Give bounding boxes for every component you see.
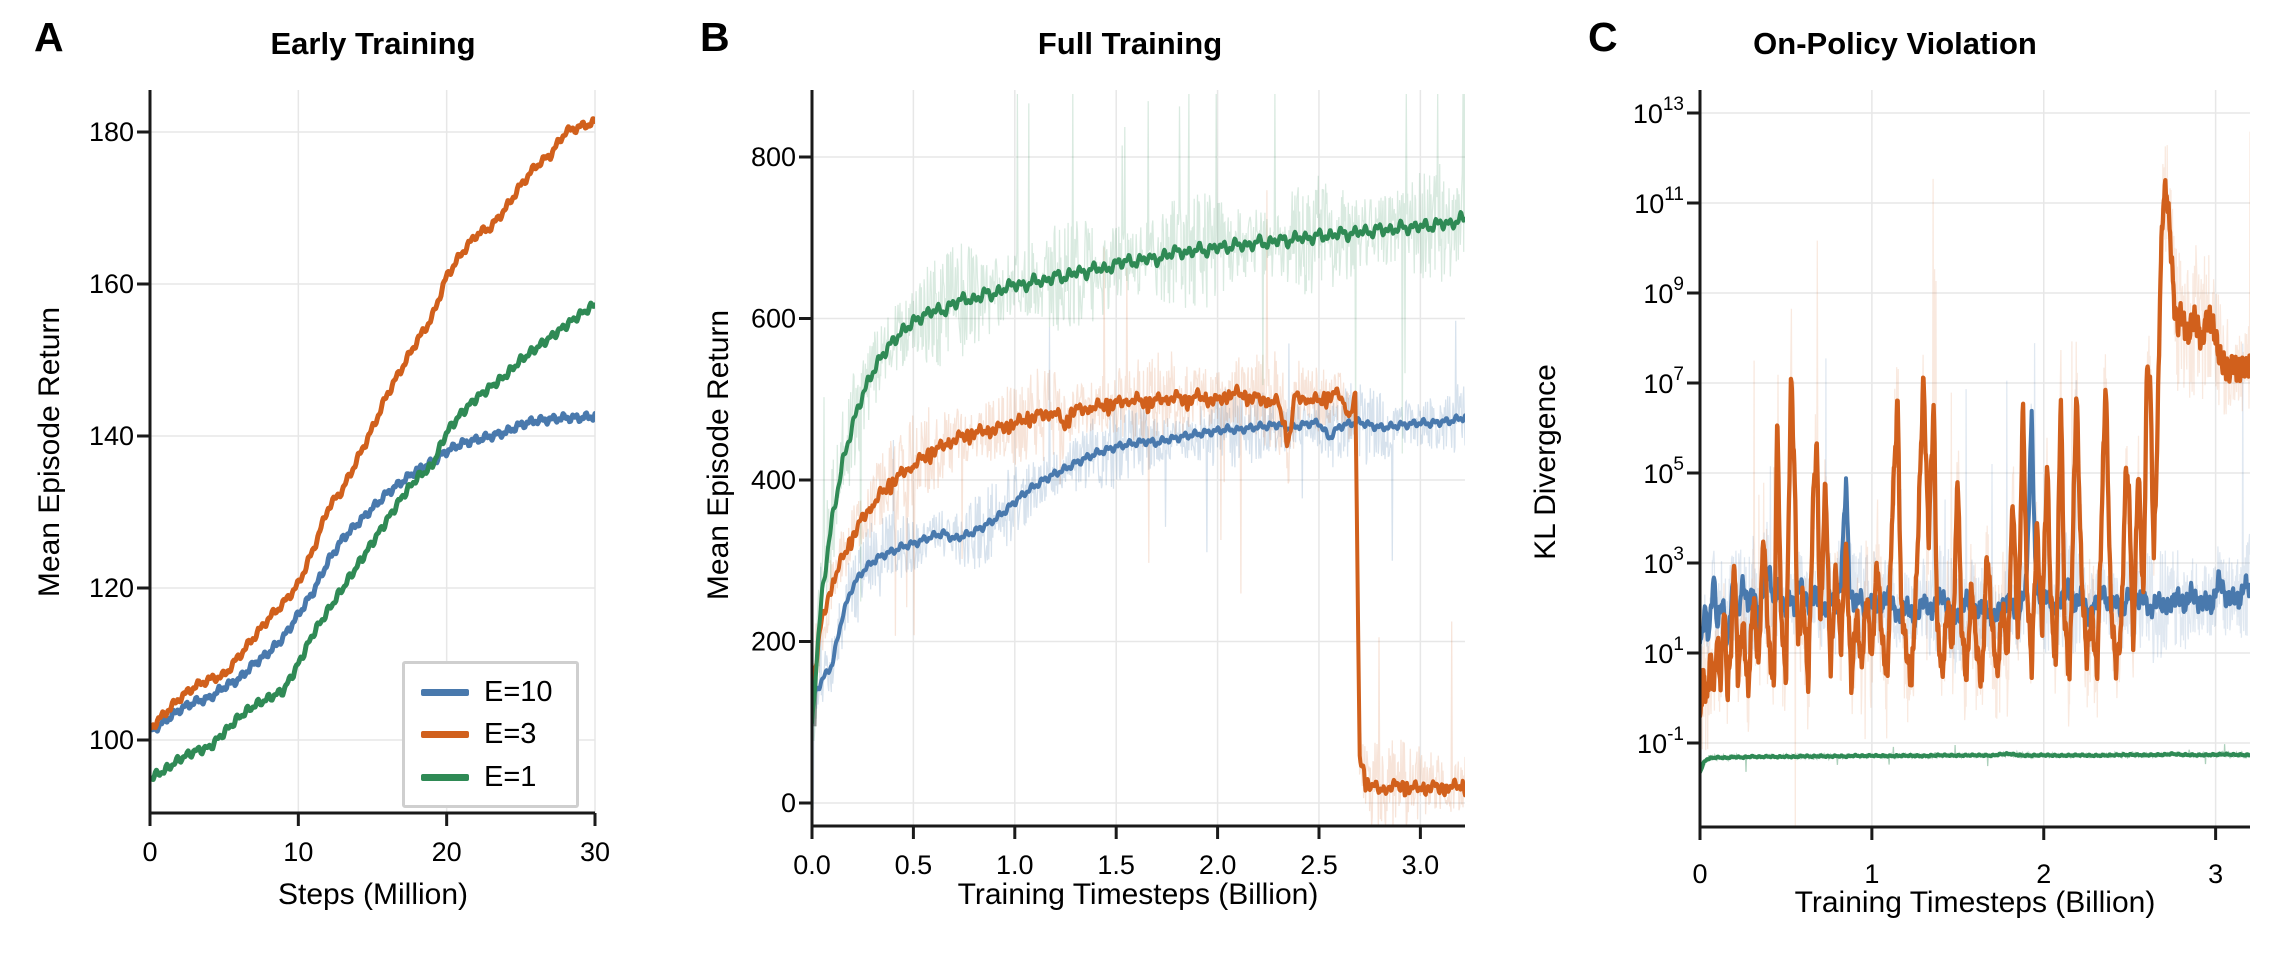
band-e1 [1700,744,2250,775]
line-e1 [812,210,1465,725]
line-e3 [812,383,1465,798]
legend-item: E=3 [421,720,576,749]
y-tick-label: 101 [1643,634,1684,669]
panel-c-yaxis-label: KL Divergence [1529,364,1562,560]
panel-b-yaxis-label: Mean Episode Return [702,309,735,601]
x-tick-label: 3 [2208,859,2223,889]
x-tick-label: 10 [283,837,313,867]
line-e10 [150,410,595,734]
x-tick-label: 30 [580,837,610,867]
legend-swatch [421,773,469,781]
axes-spines [810,90,1465,828]
x-tick-label: 0 [1692,859,1707,889]
y-tick-label: 107 [1643,364,1684,399]
series-area [150,116,595,782]
legend: E=10 E=3 E=1 [402,661,579,808]
y-tick-label: 10-1 [1637,724,1684,759]
x-tick-label: 0 [142,837,157,867]
x-tick-label: 1.0 [996,850,1034,880]
ticks: 0 10 20 30 100 120 140 160 180 [89,117,610,867]
panel-c-xaxis-label: Training Timesteps (Billion) [1794,886,2156,919]
series-area [812,93,1465,826]
legend-item: E=1 [421,760,576,793]
panel-a-xaxis-label: Steps (Million) [277,878,469,911]
line-e1 [1700,751,2250,775]
y-tick-label: 1011 [1634,184,1684,219]
y-tick-label: 600 [751,304,796,334]
y-tick-label: 100 [89,725,134,755]
y-tick-label: 120 [89,573,134,603]
panel-b-letter: B [700,14,730,60]
x-tick-label: 2.5 [1300,850,1338,880]
panel-b: 0.0 0.5 1.0 1.5 2.0 2.5 3.0 0 200 400 600 800 [751,90,1465,880]
x-tick-label: 0.5 [895,850,933,880]
x-tick-label: 1 [1864,859,1879,889]
line-e1 [150,300,595,782]
series-area [1700,131,2250,827]
y-tick-label: 140 [89,421,134,451]
panel-c: 0 1 2 3 1013 1011 109 107 105 103 101 10-1 [1633,90,2250,889]
y-tick-label: 800 [751,142,796,172]
legend-swatch [421,731,469,738]
y-tick-label: 180 [89,117,134,147]
x-tick-label: 0.0 [793,850,831,880]
axes-spines [148,90,595,815]
band-e3 [1700,131,2250,827]
line-e3 [1700,177,2250,719]
ticks: 0.0 0.5 1.0 1.5 2.0 2.5 3.0 0 200 400 600 800 [751,142,1439,880]
panel-a: 0 10 20 30 100 120 140 160 180 [89,90,610,867]
x-tick-label: 3.0 [1402,850,1440,880]
legend-label: E=1 [484,760,537,793]
panel-b-xaxis-label: Training Timesteps (Billion) [957,878,1319,911]
panel-a-letter: A [34,14,64,60]
y-tick-label: 105 [1643,454,1684,489]
legend-label: E=10 [484,675,553,708]
y-tick-label: 160 [89,269,134,299]
panel-b-title: Full Training [1037,26,1223,61]
x-tick-label: 2 [2036,859,2051,889]
band-e1 [812,93,1465,774]
y-tick-label: 1013 [1633,94,1684,129]
panel-c-letter: C [1588,14,1618,60]
line-e3 [150,116,595,731]
y-tick-label: 400 [751,465,796,495]
y-tick-label: 200 [751,627,796,657]
panel-c-title: On-Policy Violation [1753,26,2037,61]
y-tick-label: 109 [1643,274,1684,309]
axes-spines [1698,90,2250,829]
x-tick-label: 1.5 [1097,850,1135,880]
legend-label: E=3 [484,718,537,750]
y-tick-label: 103 [1643,544,1684,579]
legend-swatch [421,688,469,696]
legend-item: E=10 [421,675,576,708]
y-tick-label: 0 [781,788,796,818]
ticks: 0 1 2 3 1013 1011 109 107 105 103 101 10-1 [1633,94,2223,889]
panel-a-title: Early Training [270,26,476,61]
x-tick-label: 2.0 [1199,850,1237,880]
panel-a-yaxis-label: Mean Episode Return [33,306,66,598]
x-tick-label: 20 [432,837,462,867]
